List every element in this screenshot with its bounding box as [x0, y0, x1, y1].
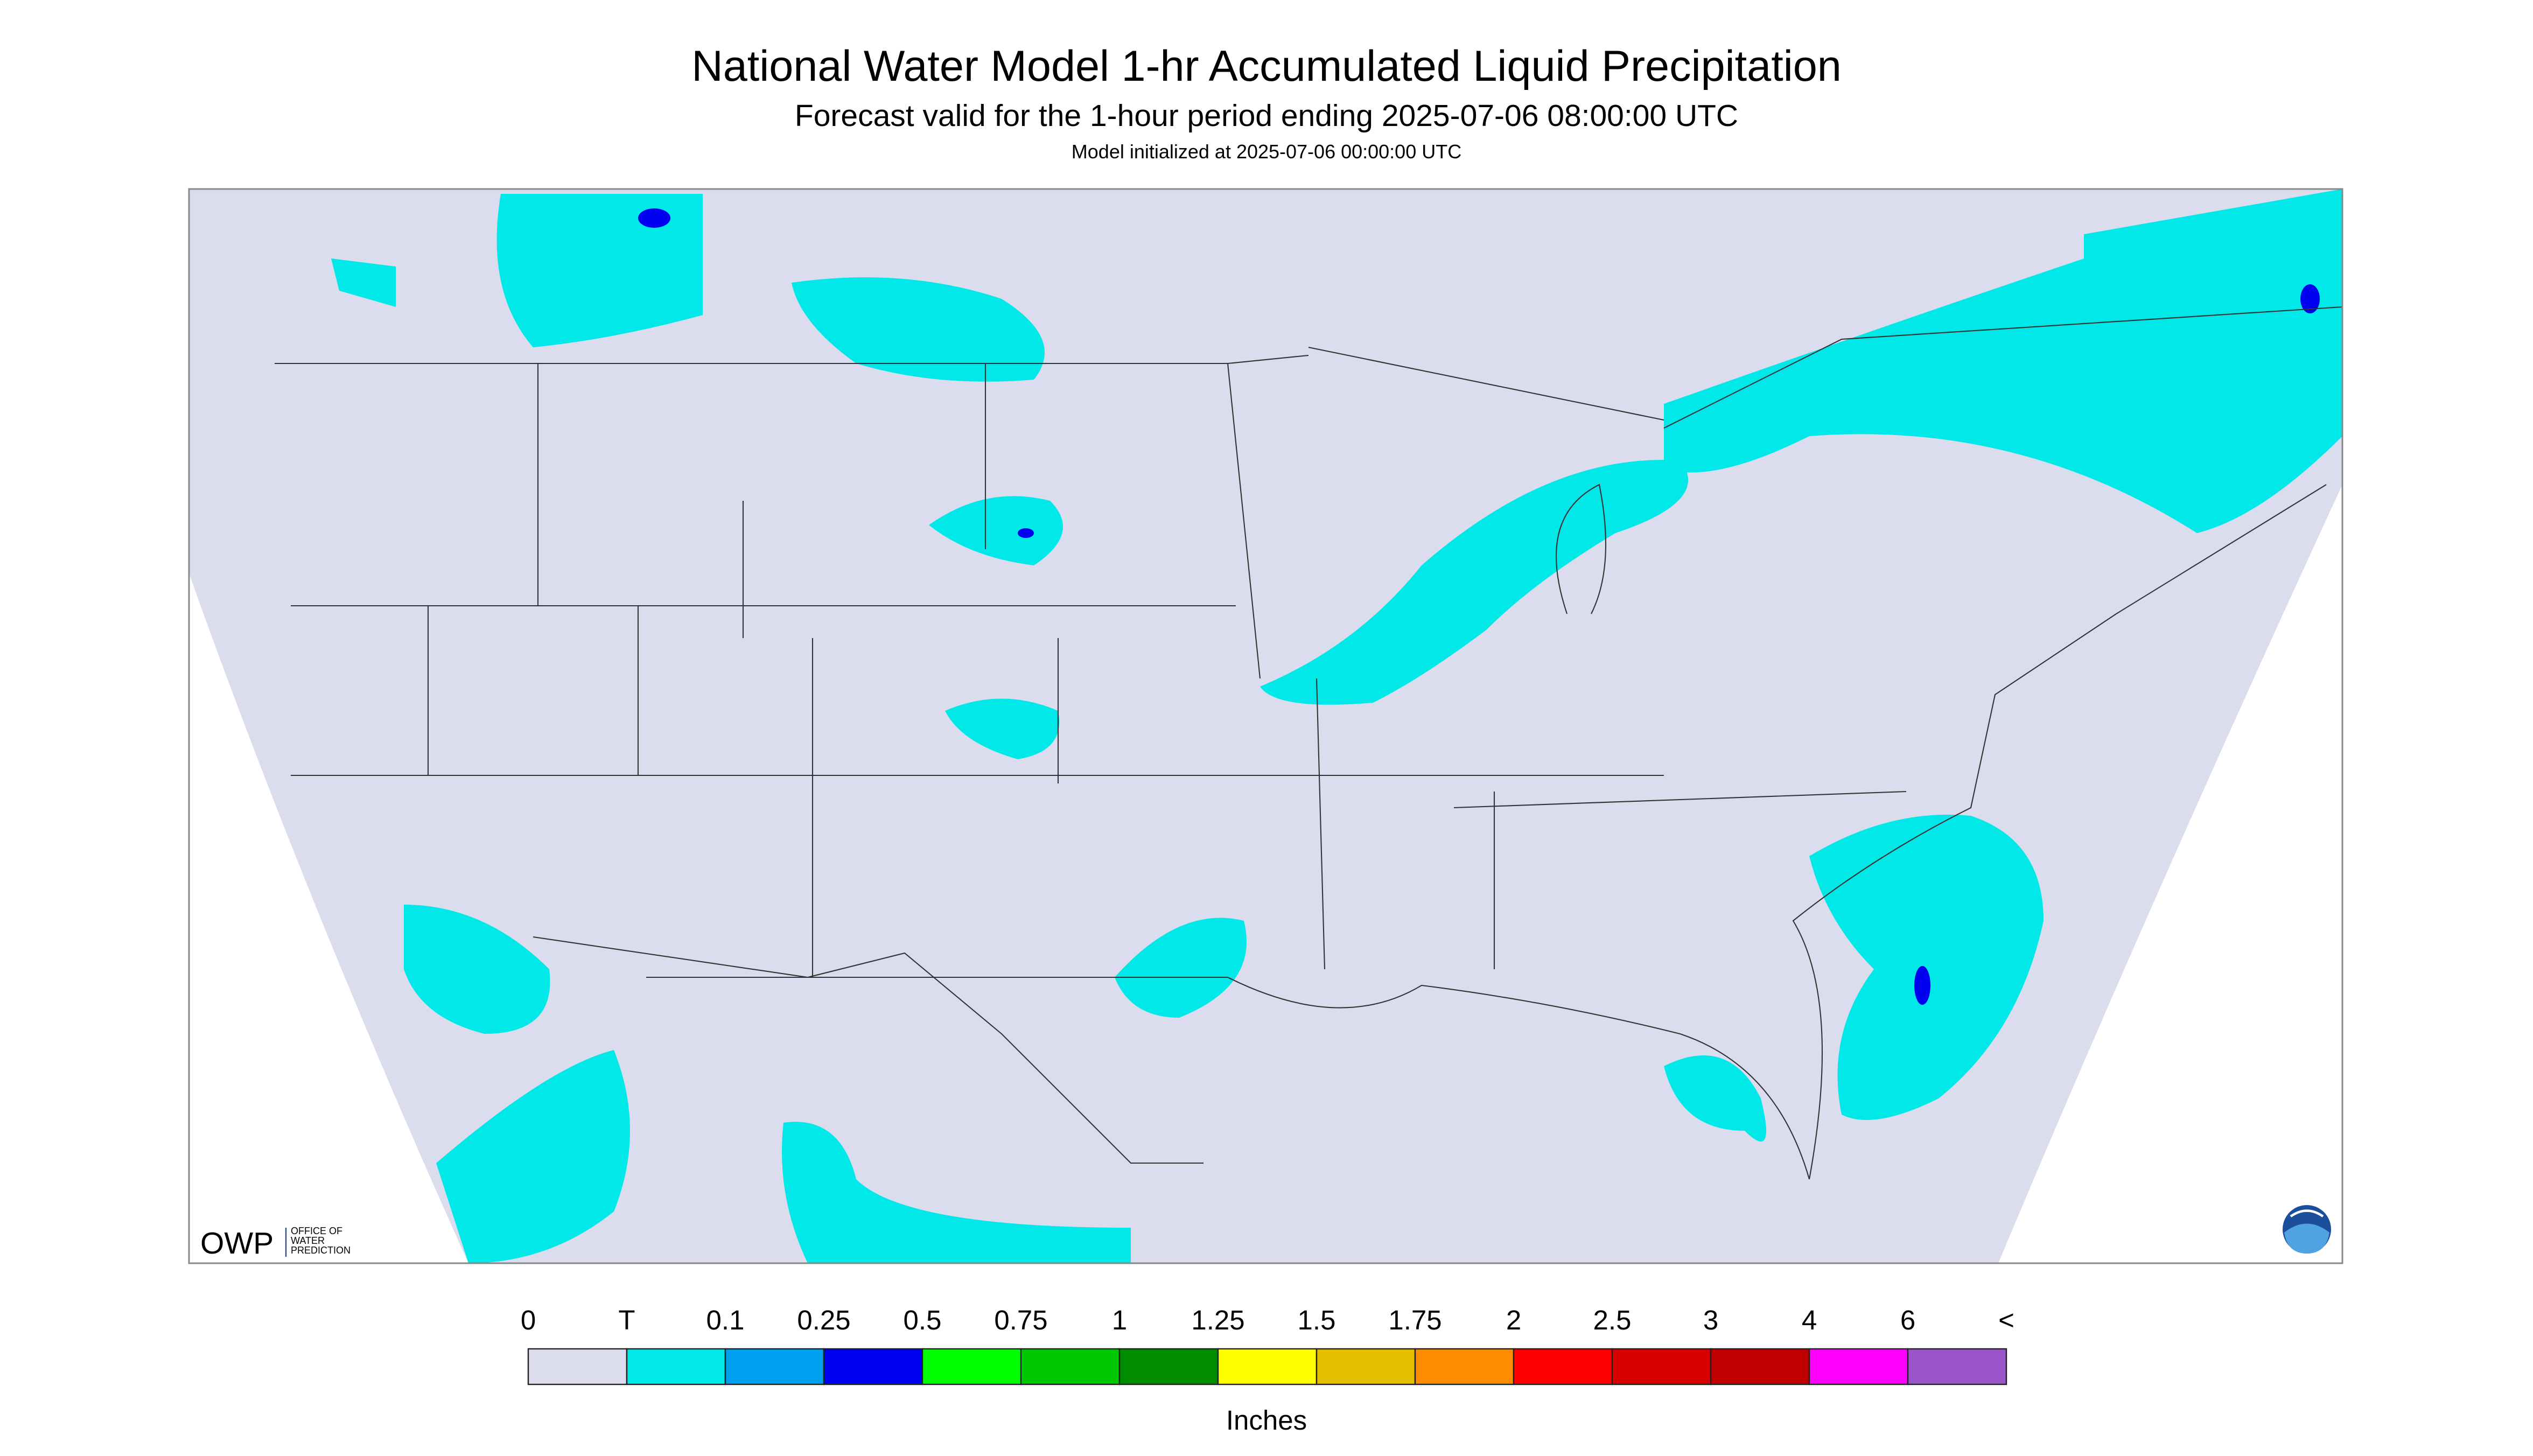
legend-label: 2 [1506, 1305, 1521, 1335]
legend-swatch [626, 1348, 726, 1385]
logo-text: WATER [291, 1235, 325, 1246]
legend-label: 1.5 [1298, 1305, 1336, 1335]
legend-swatch [724, 1348, 825, 1385]
legend-label: 1 [1112, 1305, 1127, 1335]
legend-label: 0.75 [994, 1305, 1047, 1335]
legend-swatch [1513, 1348, 1613, 1385]
init-time: Model initialized at 2025-07-06 00:00:00… [1072, 141, 1461, 163]
legend-label: 6 [1900, 1305, 1915, 1335]
legend-swatch [1020, 1348, 1121, 1385]
legend-label: 1.75 [1388, 1305, 1442, 1335]
logo-text: PREDICTION [291, 1245, 351, 1256]
legend-swatch [1118, 1348, 1219, 1385]
legend-swatch [1611, 1348, 1712, 1385]
legend-swatch [527, 1348, 628, 1385]
map-frame [188, 188, 2343, 1264]
legend-label: 3 [1703, 1305, 1718, 1335]
noaa-logo [2283, 1205, 2331, 1254]
legend-swatch [1710, 1348, 1810, 1385]
logo-abbr: OWP [200, 1226, 274, 1261]
map: OWP OFFICE OF WATER PREDICTION [188, 188, 2343, 1264]
legend-label: 4 [1802, 1305, 1817, 1335]
title: National Water Model 1-hr Accumulated Li… [691, 42, 1842, 90]
legend: 0 T 0.1 0.25 0.5 0.75 1 1.25 1.5 1.75 2 2.5 3 4 6 < [521, 1305, 2014, 1385]
legend-label: < [1998, 1305, 2014, 1335]
legend-swatch [921, 1348, 1022, 1385]
legend-label: T [618, 1305, 635, 1335]
legend-swatch [1414, 1348, 1515, 1385]
legend-label: 2.5 [1593, 1305, 1632, 1335]
subtitle: Forecast valid for the 1-hour period end… [795, 99, 1738, 133]
legend-swatch [823, 1348, 923, 1385]
legend-swatch [1217, 1348, 1318, 1385]
logo-text: OFFICE OF [291, 1226, 342, 1236]
legend-swatch [1808, 1348, 1909, 1385]
precip-areas [331, 189, 2342, 1264]
legend-swatch [1316, 1348, 1416, 1385]
legend-label: 0.25 [797, 1305, 850, 1335]
legend-label: 1.25 [1191, 1305, 1244, 1335]
legend-label: 0 [521, 1305, 536, 1335]
heavy-precip [638, 208, 2320, 1005]
legend-swatch [1907, 1348, 2007, 1385]
legend-unit: Inches [1226, 1405, 1307, 1436]
model-domain [189, 189, 2342, 1264]
legend-label: 0.1 [706, 1305, 745, 1335]
boundaries [275, 306, 2342, 1180]
legend-label: 0.5 [904, 1305, 942, 1335]
